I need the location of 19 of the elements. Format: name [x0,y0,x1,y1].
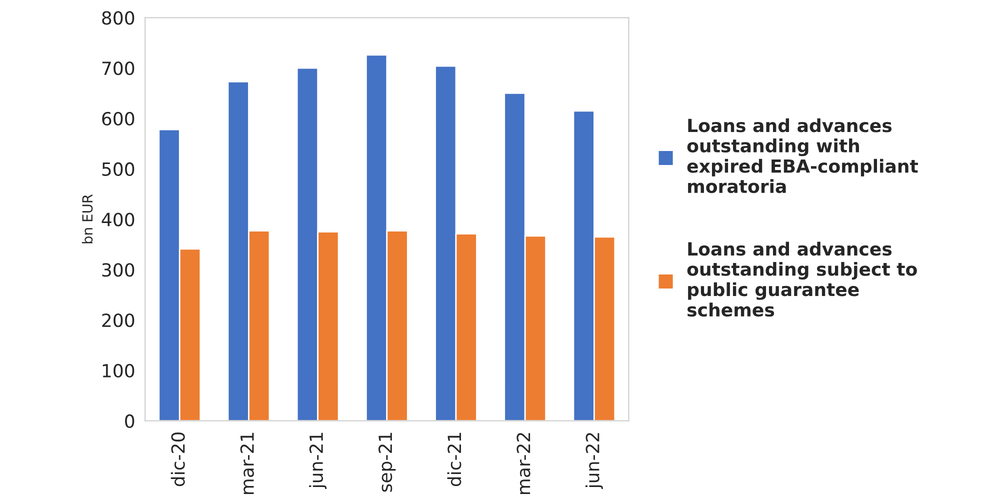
y-tick-label: 200 [102,314,134,328]
y-tick-label: 700 [102,62,134,76]
y-tick-label: 600 [102,112,134,126]
y-tick-label: 100 [102,364,134,378]
x-tick-label: mar-21 [240,432,254,494]
y-tick-label: 0 [125,414,134,428]
y-axis-title: bn EUR [82,194,93,244]
x-tick-label: jun-22 [585,433,603,489]
y-tick-label: 800 [102,11,134,25]
x-tick-label: jun-21 [309,432,327,489]
x-tick-label: dic-21 [447,432,462,486]
legend-label: Loans and advances outstanding subject to public guarantee schemes [687,242,917,317]
y-tick-label: 500 [102,162,134,176]
legend-label: Loans and advances outstanding with expired EBA-compliant moratoria [687,118,918,194]
x-tick-label: dic-20 [170,432,185,486]
y-tick-label: 400 [102,212,134,226]
x-tick-label: mar-22 [516,433,530,494]
x-tick-label: sep-21 [378,432,396,492]
y-tick-label: 300 [102,263,134,277]
